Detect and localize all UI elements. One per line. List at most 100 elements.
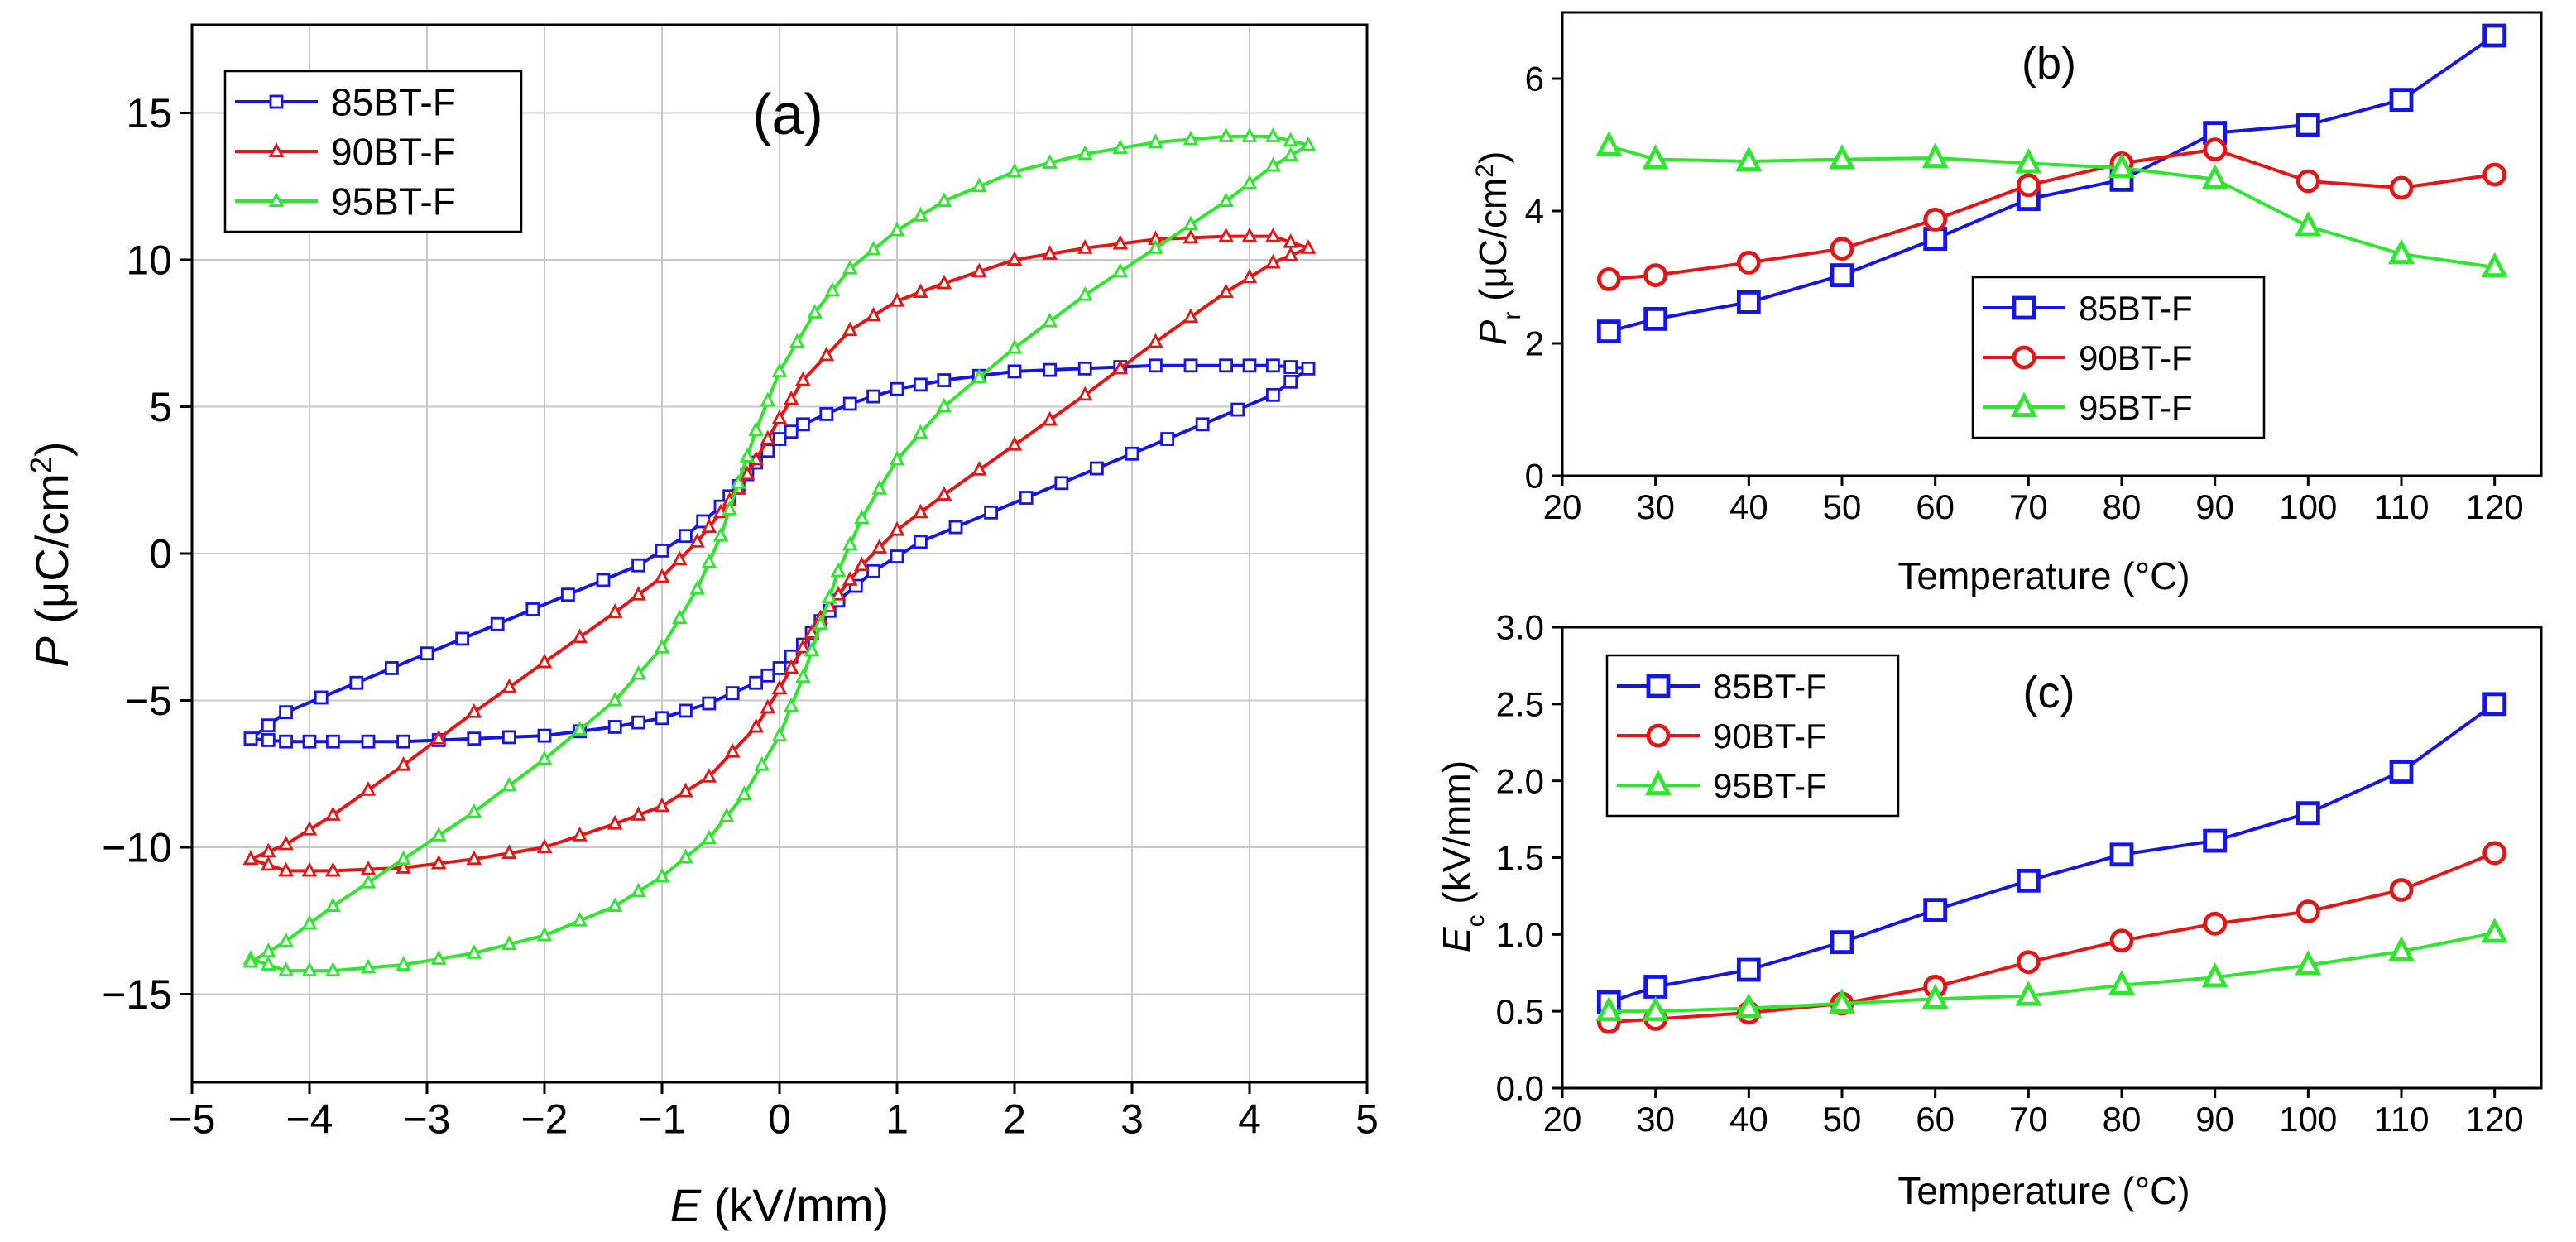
panel-b: 20 30 40 50 60 70 80 90 100 110 120 0 2 4 6 (b) Temper… <box>1471 11 2543 597</box>
data-point <box>631 882 646 898</box>
data-point <box>361 734 376 749</box>
y-tick-label: 2.0 <box>1496 761 1544 800</box>
y-tick-label: 0.0 <box>1496 1069 1544 1108</box>
data-point <box>1736 290 1761 314</box>
data-point <box>242 952 259 968</box>
data-point <box>971 262 987 278</box>
x-tick-label: −3 <box>403 1096 450 1143</box>
x-tick-label: 70 <box>2009 1100 2048 1139</box>
data-point <box>724 742 741 758</box>
data-point <box>502 730 516 745</box>
y-tick-label: −15 <box>102 971 172 1018</box>
data-point <box>278 961 294 977</box>
data-point <box>1283 132 1299 147</box>
c-x-axis-title: Temperature (°C) <box>1897 1169 2190 1212</box>
data-point <box>830 562 847 578</box>
data-point <box>678 848 693 864</box>
legend-marker-95bt-f <box>2011 391 2037 417</box>
data-point <box>971 368 987 383</box>
data-point <box>2015 148 2042 174</box>
data-point <box>572 827 588 842</box>
data-point <box>1077 361 1092 376</box>
data-point <box>736 785 752 801</box>
data-point <box>913 207 928 222</box>
data-point <box>679 703 693 718</box>
data-point <box>1230 402 1245 417</box>
c-series <box>1595 692 2508 1034</box>
series-85bt-f <box>1596 23 2507 344</box>
data-point <box>1735 146 1763 171</box>
legend-label-95bt-f: 95BT-F <box>331 180 456 223</box>
data-point <box>1283 246 1299 261</box>
data-point <box>796 417 810 432</box>
b-legend: 85BT-F 90BT-F 95BT-F <box>1971 276 2266 439</box>
data-point <box>1643 306 1668 331</box>
data-point <box>536 926 553 942</box>
b-ylabel-unit-sup: 2 <box>1471 164 1499 178</box>
data-point <box>2388 238 2415 264</box>
x-tick-label: 110 <box>2374 1100 2430 1139</box>
data-point <box>1829 988 1855 1014</box>
data-point <box>536 750 553 765</box>
data-point <box>2203 137 2228 162</box>
data-point <box>466 850 482 866</box>
c-panel-label: (c) <box>2023 668 2075 717</box>
data-point <box>501 776 517 792</box>
data-point <box>466 703 482 718</box>
data-point <box>349 675 364 690</box>
data-point <box>1265 227 1281 242</box>
data-point <box>2203 911 2228 936</box>
x-tick-label: 40 <box>1729 487 1768 526</box>
data-point <box>760 668 775 683</box>
data-point <box>430 729 447 745</box>
data-point <box>2203 828 2228 853</box>
data-point <box>936 397 952 413</box>
data-point <box>889 520 905 536</box>
data-point <box>1125 446 1139 461</box>
data-point <box>718 808 735 822</box>
data-point <box>760 391 776 407</box>
data-point <box>2482 692 2507 717</box>
x-tick-label: 20 <box>1543 1100 1582 1139</box>
data-point <box>754 755 770 771</box>
data-point <box>760 429 776 445</box>
data-point <box>301 820 318 836</box>
legend-marker-95bt-f <box>1645 770 1672 795</box>
data-point <box>302 734 317 749</box>
legend-marker-95bt-f <box>268 192 285 207</box>
data-point <box>1923 898 1948 923</box>
data-point <box>1642 144 1669 170</box>
data-point <box>1006 251 1023 266</box>
data-point <box>1241 174 1258 189</box>
data-point <box>490 616 505 631</box>
data-point <box>279 734 294 749</box>
data-point <box>1182 215 1199 231</box>
x-tick-label: 2 <box>1003 1096 1026 1143</box>
data-point <box>2389 878 2414 902</box>
data-point <box>795 668 811 683</box>
data-point <box>2482 162 2507 187</box>
a-ylabel-unit-post: ) <box>26 441 78 457</box>
x-tick-label: 100 <box>2279 1100 2337 1139</box>
data-point <box>722 501 737 516</box>
data-point <box>2481 918 2508 943</box>
a-panel-label: (a) <box>752 82 823 146</box>
x-tick-label: 4 <box>1238 1096 1261 1143</box>
x-tick-label: −1 <box>638 1096 685 1143</box>
data-point <box>771 726 788 742</box>
data-point <box>807 304 823 319</box>
data-point <box>1643 975 1668 999</box>
data-point <box>772 661 787 675</box>
x-tick-label: 20 <box>1543 487 1582 526</box>
data-point <box>1182 130 1199 146</box>
data-point <box>830 585 847 601</box>
data-point <box>2108 970 2135 995</box>
data-point <box>260 956 276 971</box>
data-point <box>1183 358 1198 373</box>
data-point <box>2389 175 2414 200</box>
data-point <box>261 733 276 747</box>
data-point <box>1077 239 1093 254</box>
data-point <box>890 549 904 563</box>
legend-label-95bt-f: 95BT-F <box>1713 766 1827 805</box>
data-point <box>430 950 447 965</box>
